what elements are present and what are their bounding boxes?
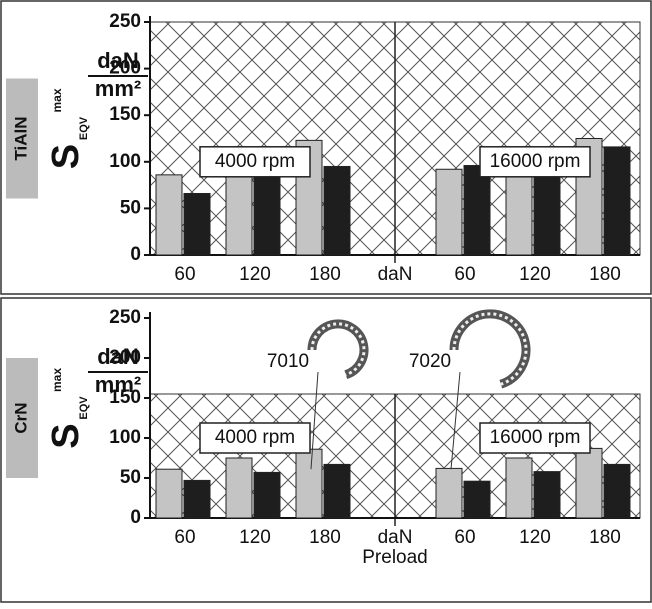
y-tick-label: 0 (130, 244, 141, 265)
y-unit: mm² (95, 372, 141, 397)
group-label-box (199, 422, 311, 454)
y-label: S (45, 423, 87, 448)
group-label-box (479, 422, 591, 454)
y-tick-label: 200 (109, 58, 141, 79)
group-label: 4000 rpm (215, 151, 295, 172)
y-tick-label: 100 (109, 427, 141, 448)
bar (575, 447, 603, 519)
group-label: 16000 rpm (490, 151, 581, 172)
panel-label: CrN (11, 402, 30, 433)
x-tick-label: 180 (589, 264, 621, 285)
y-tick-label: 50 (120, 197, 141, 218)
y-label-sup: max (50, 88, 64, 112)
bar (463, 480, 491, 519)
y-tick-label: 250 (109, 307, 141, 328)
y-label: S (45, 144, 87, 169)
x-unit: daN (378, 527, 413, 548)
x-tick-label: 120 (239, 527, 271, 548)
legend-label: 7010 (267, 351, 309, 372)
y-tick-label: 200 (109, 347, 141, 368)
bar (155, 468, 183, 519)
x-label: Preload (362, 547, 428, 568)
group-label-box (199, 146, 311, 178)
bar (323, 165, 351, 256)
x-tick-label: 60 (174, 264, 195, 285)
bar (435, 168, 463, 256)
bar (155, 174, 183, 256)
bearing-icon (452, 312, 528, 386)
x-tick-label: 180 (309, 527, 341, 548)
leader-line (310, 371, 319, 470)
panel-label-box (6, 358, 38, 478)
bar (183, 192, 211, 256)
y-label-sub: EQV (78, 396, 90, 420)
x-tick-label: 120 (519, 527, 551, 548)
group-label-box (479, 146, 591, 178)
x-tick-label: 180 (309, 264, 341, 285)
y-tick-label: 100 (109, 151, 141, 172)
panel-label-box (6, 78, 38, 199)
bar (323, 463, 351, 519)
panel-frame (0, 297, 652, 603)
y-tick-label: 250 (109, 11, 141, 32)
legend-label: 7020 (409, 351, 451, 372)
bar (253, 176, 281, 256)
y-tick-label: 150 (109, 104, 141, 125)
bar (225, 457, 253, 519)
y-unit: mm² (95, 76, 141, 101)
bar (295, 448, 323, 519)
x-tick-label: 120 (239, 264, 271, 285)
x-unit: daN (378, 264, 413, 285)
x-tick-label: 60 (454, 264, 475, 285)
bar (183, 479, 211, 519)
bar (603, 463, 631, 519)
bar (253, 471, 281, 519)
y-unit: daN (97, 344, 139, 369)
group-label: 16000 rpm (490, 427, 581, 448)
bar (603, 146, 631, 256)
bar (505, 457, 533, 519)
bearing-icon (310, 322, 366, 377)
bar (533, 471, 561, 519)
x-tick-label: 60 (174, 527, 195, 548)
y-label-sup: max (50, 368, 64, 392)
y-unit: daN (97, 48, 139, 73)
x-tick-label: 120 (519, 264, 551, 285)
y-tick-label: 0 (130, 507, 141, 528)
x-tick-label: 180 (589, 527, 621, 548)
panel-label: TiAlN (11, 116, 30, 160)
y-tick-label: 50 (120, 467, 141, 488)
bar (463, 165, 491, 256)
leader-line (450, 371, 461, 470)
y-label-sub: EQV (78, 116, 90, 140)
bar (435, 467, 463, 519)
y-tick-label: 150 (109, 387, 141, 408)
x-tick-label: 60 (454, 527, 475, 548)
group-label: 4000 rpm (215, 427, 295, 448)
panel-frame (0, 0, 652, 295)
